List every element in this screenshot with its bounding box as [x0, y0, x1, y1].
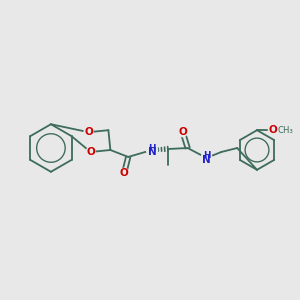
Text: O: O — [84, 127, 93, 137]
Circle shape — [146, 145, 158, 155]
Text: O: O — [120, 168, 129, 178]
Text: H: H — [148, 143, 156, 152]
Text: O: O — [86, 147, 95, 157]
Text: CH₃: CH₃ — [278, 126, 294, 135]
Circle shape — [201, 152, 212, 164]
Text: N: N — [148, 147, 156, 157]
Circle shape — [120, 168, 129, 177]
Circle shape — [268, 126, 277, 135]
Circle shape — [86, 148, 95, 156]
Circle shape — [84, 128, 93, 136]
Text: H: H — [203, 152, 210, 160]
Text: N: N — [202, 155, 211, 165]
Circle shape — [178, 128, 187, 136]
Text: O: O — [178, 127, 187, 137]
Text: O: O — [268, 125, 277, 135]
